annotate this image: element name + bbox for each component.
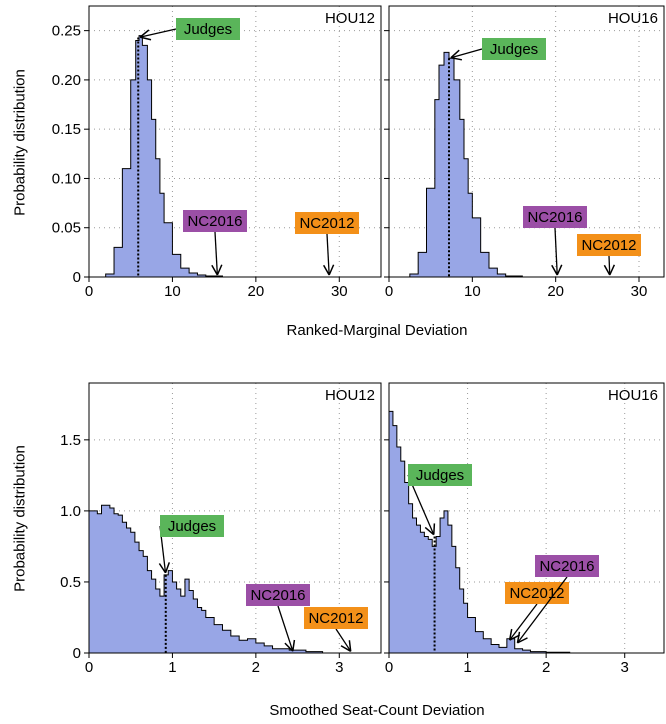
marker-arrow-line [277,605,294,652]
marker-label-nc2012: NC2012 [509,585,564,602]
marker-label-box-nc2016 [183,210,247,232]
x-tick-label: 0 [85,659,93,676]
marker-arrow-head [551,264,563,276]
histogram-area [401,51,523,278]
panel-title: HOU12 [325,10,375,27]
x-tick-label: 20 [547,283,564,300]
bottom-y-axis-label: Probability distribution [11,445,29,592]
x-tick-label: 20 [248,283,265,300]
top-x-axis-label: Ranked-Marginal Deviation [286,322,468,339]
panel-frame [388,5,665,278]
y-tick-label: 0.5 [60,574,81,591]
panel-title: HOU12 [325,387,375,404]
marker-label-nc2016: NC2016 [539,558,594,575]
panel-frame [388,382,665,654]
histogram-area [388,410,571,654]
panel-top-left: 0 10 20 30 0 0.05 0.10 0.15 0.20 0.25 HOU12 Judges N… [52,5,382,300]
marker-label-box-judges [160,515,224,537]
histogram-area [88,504,324,654]
x-tick-label: 1 [168,659,176,676]
x-tick-label: 0 [85,283,93,300]
marker-label-nc2016: NC2016 [250,587,305,604]
y-tick-label: 1.0 [60,503,81,520]
panel-title: HOU16 [608,387,658,404]
marker-arrow-line [450,48,483,59]
y-tick-label: 1.5 [60,432,81,449]
marker-arrow-head [158,562,171,574]
x-tick-label: 3 [621,659,629,676]
marker-arrow-line [335,628,352,652]
panel-frame [88,5,382,278]
marker-arrow-head [424,523,436,536]
marker-arrow-head [284,639,296,652]
marker-label-box-nc2012 [295,212,359,234]
panel-top-right: 0 10 20 30 HOU16 Judges NC2016 NC2012 [384,5,665,300]
marker-arrow-head [340,640,352,652]
y-tick-label: 0.05 [52,220,81,237]
y-tick-label: 0.25 [52,23,81,40]
marker-arrow-head [508,628,520,641]
marker-arrow-head [211,264,223,276]
top-y-axis-label: Probability distribution [11,69,29,216]
marker-label-box-nc2012 [577,234,641,256]
y-tick-label: 0.20 [52,72,81,89]
marker-label-nc2016: NC2016 [187,213,242,230]
x-tick-label: 2 [252,659,260,676]
marker-label-box-nc2016 [523,206,587,228]
x-tick-label: 10 [164,283,181,300]
marker-label-judges: Judges [184,21,232,38]
marker-arrow-line [214,231,219,276]
y-tick-label: 0 [73,645,81,662]
x-tick-label: 0 [385,283,393,300]
marker-label-nc2012: NC2012 [581,237,636,254]
x-tick-label: 0 [385,659,393,676]
marker-label-nc2012: NC2012 [299,215,354,232]
marker-label-box-nc2016 [246,584,310,606]
marker-arrow-line [516,576,568,644]
marker-label-box-judges [176,18,240,40]
marker-arrow-head [516,631,528,644]
marker-label-judges: Judges [168,518,216,535]
marker-arrow-line [326,233,330,276]
marker-label-box-nc2016 [535,555,599,577]
marker-label-judges: Judges [416,467,464,484]
marker-arrow-line [509,603,538,641]
marker-label-nc2016: NC2016 [527,209,582,226]
y-tick-label: 0.10 [52,170,81,187]
marker-label-box-judges [408,464,472,486]
bottom-x-axis-label: Smoothed Seat-Count Deviation [269,702,485,719]
marker-arrow-head [139,29,152,41]
x-tick-label: 30 [631,283,648,300]
panel-bottom-right: 0 1 2 3 HOU16 Judges NC2012 NC2016 [384,382,665,676]
histogram-area [97,35,223,278]
marker-arrow-head [450,49,463,61]
marker-label-box-nc2012 [505,582,569,604]
x-tick-label: 10 [464,283,481,300]
marker-arrow-head [322,264,335,276]
x-tick-label: 2 [542,659,550,676]
marker-arrow-line [554,227,558,276]
x-tick-label: 1 [463,659,471,676]
y-tick-label: 0 [73,269,81,286]
x-tick-label: 30 [331,283,348,300]
marker-label-box-judges [482,38,546,60]
marker-arrow-line [608,255,611,276]
marker-arrow-line [140,28,177,38]
x-tick-label: 3 [335,659,343,676]
panel-title: HOU16 [608,10,658,27]
marker-label-judges: Judges [490,41,538,58]
marker-label-nc2012: NC2012 [308,610,363,627]
marker-label-box-nc2012 [304,607,368,629]
y-tick-label: 0.15 [52,121,81,138]
panel-frame [88,382,382,654]
marker-arrow-head [603,264,616,276]
